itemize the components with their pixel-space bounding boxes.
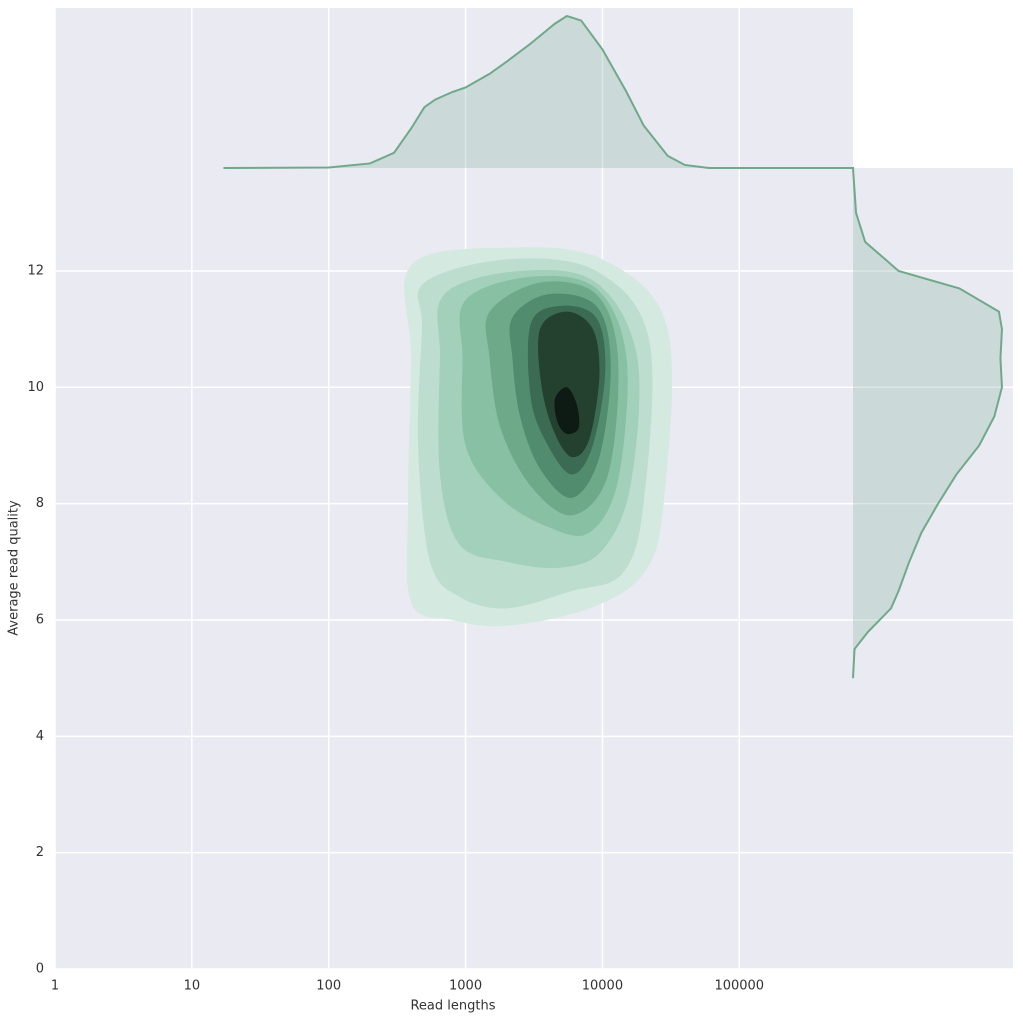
x-tick-label: 10000: [582, 979, 623, 994]
x-marginal-area: [223, 16, 855, 168]
x-tick-label: 1: [51, 979, 59, 994]
x-tick-label: 100000: [714, 979, 764, 994]
y-tick-label: 12: [27, 263, 44, 278]
x-tick-label: 100: [316, 979, 341, 994]
x-axis-label: Read lengths: [410, 999, 495, 1014]
y-tick-label: 0: [36, 962, 44, 977]
kde-contour: [538, 311, 600, 458]
y-tick-label: 2: [36, 845, 44, 860]
x-tick-label: 10: [184, 979, 201, 994]
y-tick-label: 10: [27, 380, 44, 395]
x-marginal-curve: [223, 14, 855, 169]
x-tick-label: 1000: [449, 979, 482, 994]
y-axis-label: Average read quality: [7, 500, 22, 636]
kde-contour: [554, 387, 580, 435]
y-tick-label: 8: [36, 496, 44, 511]
top-marginal-background: [55, 8, 853, 168]
y-marginal-curve: [852, 167, 1003, 679]
y-marginal-area: [853, 168, 1002, 679]
y-tick-label: 6: [36, 612, 44, 627]
y-tick-label: 4: [36, 729, 44, 744]
